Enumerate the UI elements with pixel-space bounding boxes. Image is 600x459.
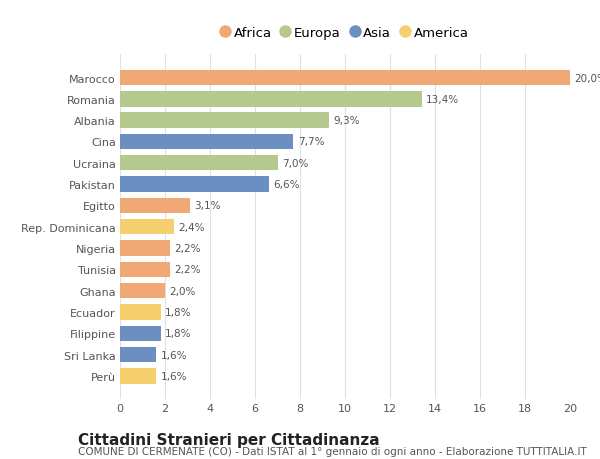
Bar xyxy=(120,134,293,150)
Text: 13,4%: 13,4% xyxy=(426,95,459,105)
Bar xyxy=(120,326,161,341)
Text: 1,6%: 1,6% xyxy=(161,350,187,360)
Text: COMUNE DI CERMENATE (CO) - Dati ISTAT al 1° gennaio di ogni anno - Elaborazione : COMUNE DI CERMENATE (CO) - Dati ISTAT al… xyxy=(78,446,587,456)
Bar xyxy=(120,156,277,171)
Text: 2,2%: 2,2% xyxy=(174,265,200,275)
Text: 1,8%: 1,8% xyxy=(165,329,191,338)
Text: 1,6%: 1,6% xyxy=(161,371,187,381)
Bar xyxy=(120,262,170,277)
Text: Cittadini Stranieri per Cittadinanza: Cittadini Stranieri per Cittadinanza xyxy=(78,432,380,448)
Bar xyxy=(120,92,421,107)
Text: 7,0%: 7,0% xyxy=(282,158,308,168)
Legend: Africa, Europa, Asia, America: Africa, Europa, Asia, America xyxy=(219,24,471,42)
Text: 2,0%: 2,0% xyxy=(170,286,196,296)
Bar xyxy=(120,177,269,192)
Text: 2,4%: 2,4% xyxy=(179,222,205,232)
Bar xyxy=(120,219,174,235)
Bar xyxy=(120,283,165,299)
Bar xyxy=(120,369,156,384)
Bar xyxy=(120,71,570,86)
Bar xyxy=(120,241,170,256)
Bar xyxy=(120,305,161,320)
Bar xyxy=(120,198,190,213)
Text: 7,7%: 7,7% xyxy=(298,137,324,147)
Bar xyxy=(120,347,156,363)
Text: 6,6%: 6,6% xyxy=(273,179,299,190)
Bar xyxy=(120,113,329,129)
Text: 3,1%: 3,1% xyxy=(194,201,221,211)
Text: 2,2%: 2,2% xyxy=(174,243,200,253)
Text: 9,3%: 9,3% xyxy=(334,116,360,126)
Text: 20,0%: 20,0% xyxy=(575,73,600,84)
Text: 1,8%: 1,8% xyxy=(165,307,191,317)
